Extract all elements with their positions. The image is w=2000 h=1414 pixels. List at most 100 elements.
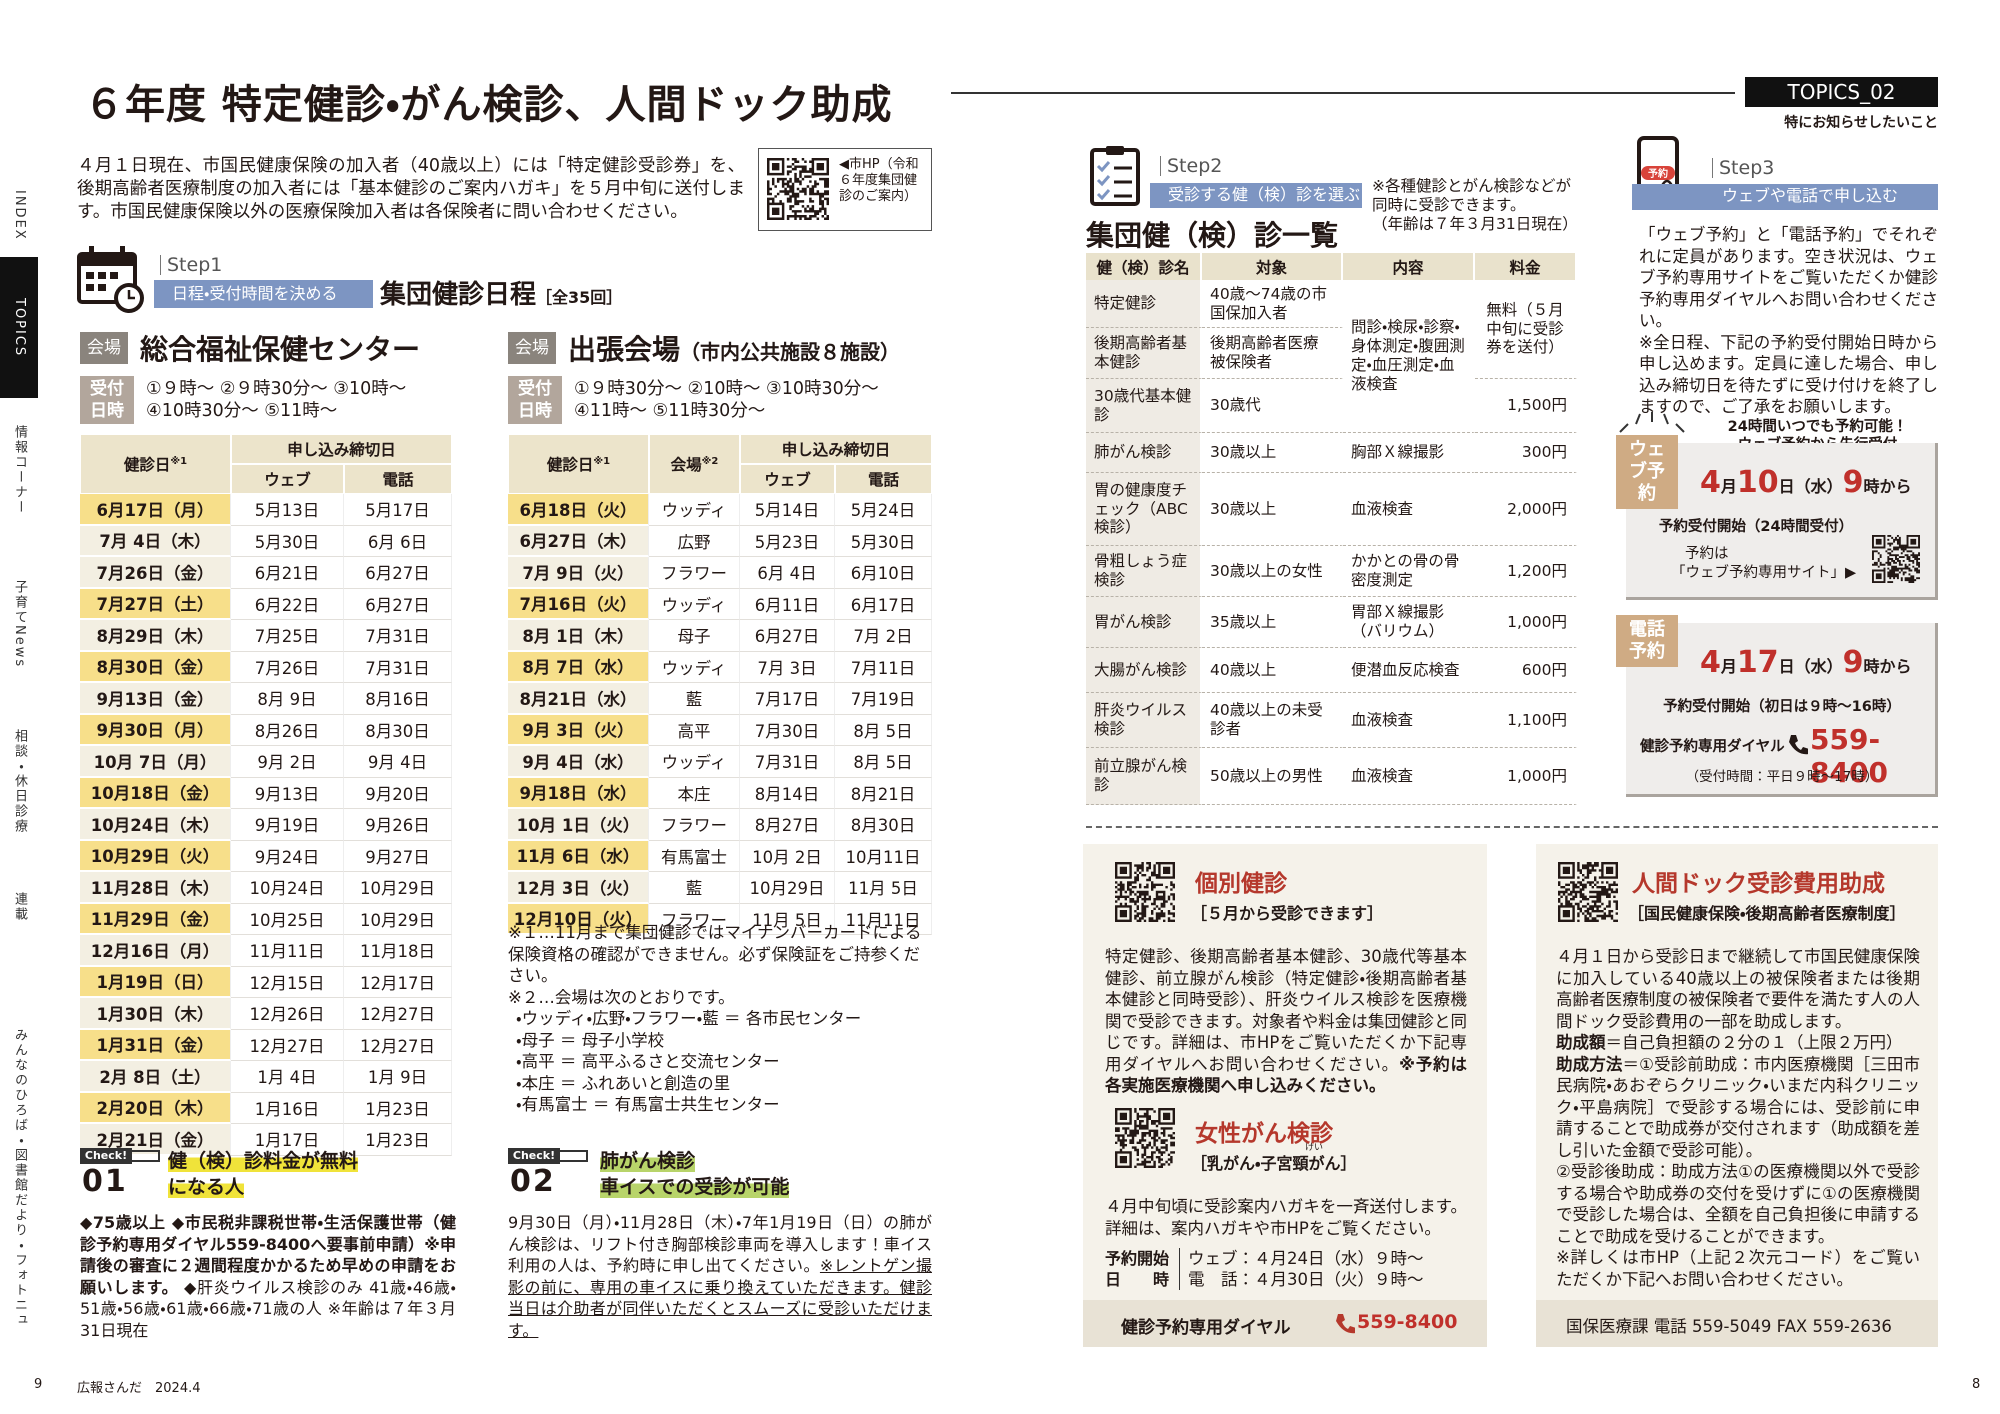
box-tag: 電話予約 xyxy=(1616,615,1678,667)
header-cell: 申し込み締切日 xyxy=(231,434,452,464)
schedule-item: ウェブ：４月24日（水）９時～ xyxy=(1188,1249,1424,1268)
row: 10月 7日（月） 9月 2日 9月 4日 xyxy=(80,746,452,778)
cell: 7月31日 xyxy=(344,620,452,652)
box-footer: 健診予約専用ダイヤル 559-8400 xyxy=(1083,1300,1487,1347)
qr-modules xyxy=(767,158,829,220)
cell: 5月30日 xyxy=(231,525,344,557)
box-footer: 国保医療課 電話 559-5049 FAX 559-2636 xyxy=(1536,1300,1938,1347)
row: 8月 1日（木） 母子 6月27日 7月 2日 xyxy=(508,620,932,652)
date-cell: 10月29日（火） xyxy=(80,840,231,872)
note-line: （年齢は７年３月31日現在） xyxy=(1372,215,1578,233)
cell: 8月 5日 xyxy=(835,714,932,746)
cell: 藍 xyxy=(649,872,740,904)
table: 健診日※1 申し込み締切日 ウェブ 電話 6月17日（月） 5月13日 5月17日 7月 4日… xyxy=(80,434,452,1156)
date-cell: 7月 4日（木） xyxy=(80,525,231,557)
row: 6月27日（木） 広野 5月23日 5月30日 xyxy=(508,525,932,557)
phone-box: 電話予約 4月17日（水）9時から 予約受付開始（初日は９時～16時） 健診予約… xyxy=(1616,615,1938,797)
cell: 無料（５月中旬に受診券を送付） xyxy=(1475,280,1577,379)
cell: 2,000円 xyxy=(1475,473,1577,546)
rays xyxy=(1619,412,1685,433)
date-part: 日 xyxy=(1778,657,1795,676)
dial-label: 健診予約専用ダイヤル xyxy=(1640,739,1785,755)
cell: 6月27日 xyxy=(740,620,835,652)
check-badge: Check! xyxy=(80,1148,132,1164)
header-text: 健診日 xyxy=(546,456,594,474)
cell: 9月19日 xyxy=(231,809,344,841)
row: 9月18日（水） 本庄 8月14日 8月21日 xyxy=(508,777,932,809)
venue-name: 総合福祉保健センター xyxy=(140,333,421,366)
box-body: ４月中旬頃に受診案内ハガキを一斉送付します。詳細は、案内ハガキや市HPをご覧くだ… xyxy=(1105,1197,1467,1238)
cell: 10月25日 xyxy=(231,903,344,935)
cell: 後期高齢者医療被保険者 xyxy=(1202,328,1343,379)
note: ※２…会場は次のとおりです。 xyxy=(508,987,735,1007)
name-cell: 肺がん検診 xyxy=(1086,433,1202,473)
contact: 国保医療課 電話 559-5049 FAX 559-2636 xyxy=(1566,1317,1892,1336)
header-row: ウェブ 電話 xyxy=(80,464,452,494)
cell: 8月 5日 xyxy=(835,746,932,778)
row: 11月28日（木） 10月24日 10月29日 xyxy=(80,872,452,904)
cell: 1月23日 xyxy=(344,1092,452,1124)
header-row: ウェブ 電話 xyxy=(508,464,932,494)
box-tag: ウェブ予約 xyxy=(1616,435,1678,509)
divider xyxy=(1086,826,1938,828)
qr-modules xyxy=(1872,535,1920,583)
cell: 1,100円 xyxy=(1475,693,1577,748)
body-note: ※予約は各実施医療機関へ申し込みください。 xyxy=(1105,1054,1467,1096)
cell: 1月 4日 xyxy=(231,1061,344,1093)
rule xyxy=(951,92,1735,94)
note: ・有馬富士 ＝ 有馬富士共生センター xyxy=(516,1095,780,1114)
tel-icon xyxy=(1789,735,1808,755)
heading-count: ［全35回］ xyxy=(536,288,623,307)
cell: かかとの骨の骨密度測定 xyxy=(1343,546,1475,597)
cell: 9月26日 xyxy=(344,809,452,841)
header-cell: 会場※2 xyxy=(649,434,740,494)
box-sub: ［乳がん・子宮頸がん］ xyxy=(1191,1154,1357,1173)
qr-modules xyxy=(1115,862,1175,922)
body-para: 「ウェブ予約」と「電話予約」でそれぞれに定員があります。空き状況は、ウェブ予約専… xyxy=(1639,225,1938,330)
cell: 1,500円 xyxy=(1475,379,1577,433)
para-text: ※詳しくは市HP（上記２次元コード）をご覧いただくか下記へお問い合わせください。 xyxy=(1556,1248,1920,1289)
web-box: ウェブ予約 4月10日（水）9時から 予約受付開始（24時間受付） 予約は 「ウェ… xyxy=(1616,435,1938,600)
header-text: 健診日 xyxy=(123,456,171,474)
header-cell: 健（検）診名 xyxy=(1086,253,1202,280)
cell: ウッディ xyxy=(649,651,740,683)
cell: 40歳～74歳の市国保加入者 xyxy=(1202,280,1343,328)
cell: 50歳以上の男性 xyxy=(1202,748,1343,805)
cell: 35歳以上 xyxy=(1202,597,1343,648)
header-text: 会場 xyxy=(670,456,702,474)
cell: 9月 4日 xyxy=(344,746,452,778)
date-cell: 7月26日（金） xyxy=(80,557,231,589)
page-number: 9 xyxy=(34,1377,43,1392)
cell: 血液検査 xyxy=(1343,748,1475,805)
cell: 6月22日 xyxy=(231,588,344,620)
times-line: ④10時30分～ ⑤11時～ xyxy=(146,401,338,421)
row: 11月 6日（水） 有馬富士 10月 2日 10月11日 xyxy=(508,840,932,872)
cell: 12月27日 xyxy=(344,1029,452,1061)
row: 12月 3日（火）藍 10月29日 11月 5日 xyxy=(508,872,932,904)
check-title-line: になる人 xyxy=(168,1176,245,1198)
date-part: 日 xyxy=(1778,477,1795,496)
box-sub: 予約受付開始（24時間受付） xyxy=(1658,519,1854,535)
date-cell: 10月 1日（火） xyxy=(508,809,649,841)
list-heading: 集団健（検）診一覧 xyxy=(1086,219,1339,252)
cell: ウッディ xyxy=(649,494,740,526)
reserve-date: 4月17日（水）9時から xyxy=(1700,645,1912,680)
schedule-heading: 集団健診日程［全35回］ xyxy=(380,274,622,311)
notes: ※１…11月まで集団健診ではマイナンバーカードによる保険資格の確認ができません。… xyxy=(508,922,932,1116)
note: ・本庄 ＝ ふれあいと創造の里 xyxy=(516,1073,731,1093)
step-desc: ウェブや電話で申し込む xyxy=(1632,184,1938,210)
cell: 40歳以上の未受診者 xyxy=(1202,693,1343,748)
date-cell: 11月28日（木） xyxy=(80,872,231,904)
header-cell: 対象 xyxy=(1202,253,1343,280)
row: 10月 1日（火） フラワー 8月27日 8月30日 xyxy=(508,809,932,841)
cell: 7月19日 xyxy=(835,683,932,715)
row: 9月 3日（火） 高平 7月30日 8月 5日 xyxy=(508,714,932,746)
row: 7月26日（金） 6月21日 6月27日 xyxy=(80,557,452,589)
row: 胃がん検診 35歳以上 胃部Ｘ線撮影（バリウム） 1,000円 xyxy=(1086,597,1577,648)
row: 6月17日（月） 5月13日 5月17日 xyxy=(80,494,452,526)
date-part: （水） xyxy=(1794,657,1843,676)
table: 健（検）診名 対象 内容 料金 特定健診 40歳～74歳の市国保加入者 問診・検尿・診察・身… xyxy=(1086,253,1577,805)
date-cell: 7月16日（火） xyxy=(508,588,649,620)
cell: 11月 5日 xyxy=(740,903,835,935)
header-cell: 申し込み締切日 xyxy=(740,434,932,464)
